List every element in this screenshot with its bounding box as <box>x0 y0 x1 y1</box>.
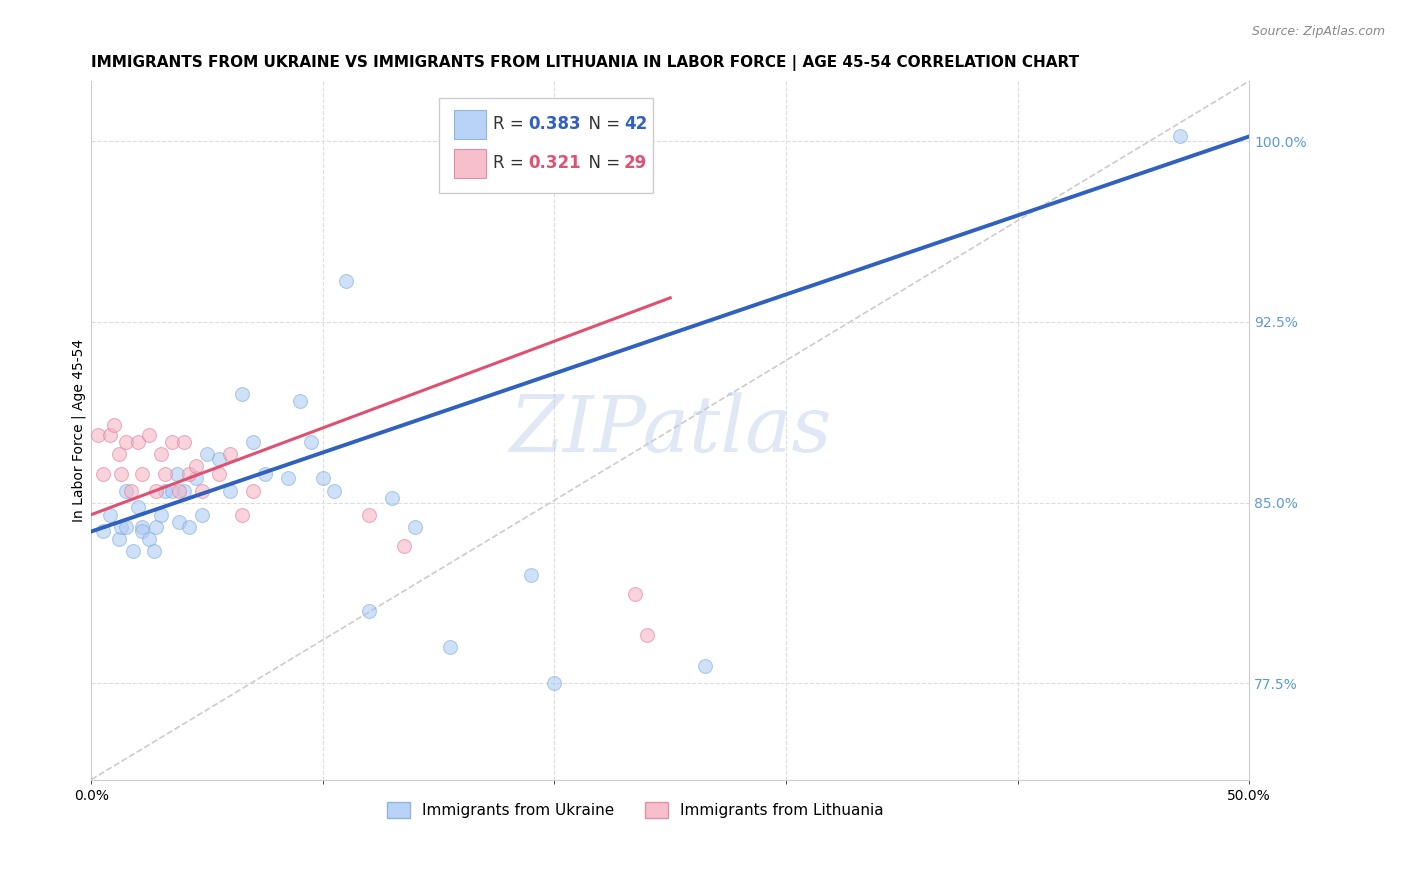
Point <box>242 435 264 450</box>
Point <box>299 435 322 450</box>
Point <box>98 508 121 522</box>
Point <box>335 274 357 288</box>
Text: Source: ZipAtlas.com: Source: ZipAtlas.com <box>1251 25 1385 38</box>
Point <box>91 467 114 481</box>
Text: N =: N = <box>578 154 626 172</box>
Point <box>103 418 125 433</box>
FancyBboxPatch shape <box>454 110 486 139</box>
Point <box>169 483 191 498</box>
Point <box>381 491 404 505</box>
Point <box>1168 129 1191 144</box>
Point <box>208 452 231 467</box>
Point <box>155 483 177 498</box>
Point <box>142 543 165 558</box>
Point <box>127 435 149 450</box>
Point <box>131 519 153 533</box>
Text: ZIPatlas: ZIPatlas <box>509 392 831 468</box>
Text: R =: R = <box>494 115 529 133</box>
Point <box>98 428 121 442</box>
Text: 0.383: 0.383 <box>527 115 581 133</box>
Text: IMMIGRANTS FROM UKRAINE VS IMMIGRANTS FROM LITHUANIA IN LABOR FORCE | AGE 45-54 : IMMIGRANTS FROM UKRAINE VS IMMIGRANTS FR… <box>91 55 1080 71</box>
Point <box>110 467 132 481</box>
Point <box>253 467 276 481</box>
Point <box>149 447 172 461</box>
Point <box>87 428 110 442</box>
Point <box>208 467 231 481</box>
Point <box>359 604 381 618</box>
Point <box>359 508 381 522</box>
Text: R =: R = <box>494 154 529 172</box>
FancyBboxPatch shape <box>439 98 652 193</box>
Point <box>115 435 138 450</box>
Point <box>636 628 658 642</box>
Point <box>288 394 311 409</box>
Point <box>131 524 153 539</box>
Point <box>155 467 177 481</box>
Point <box>115 519 138 533</box>
Y-axis label: In Labor Force | Age 45-54: In Labor Force | Age 45-54 <box>72 339 86 522</box>
Point <box>242 483 264 498</box>
Point <box>323 483 346 498</box>
Point <box>439 640 461 654</box>
Point <box>177 467 200 481</box>
Point <box>145 519 167 533</box>
Point <box>173 483 195 498</box>
Point <box>131 467 153 481</box>
Point <box>312 471 335 485</box>
Point <box>392 539 415 553</box>
Point <box>169 515 191 529</box>
Point <box>184 471 207 485</box>
Point <box>184 459 207 474</box>
Point <box>195 447 218 461</box>
Point <box>231 508 253 522</box>
Point <box>110 519 132 533</box>
Point <box>624 587 647 601</box>
Point <box>138 428 160 442</box>
Point <box>115 483 138 498</box>
Point <box>120 483 142 498</box>
Point <box>405 519 427 533</box>
Point <box>177 519 200 533</box>
Point <box>166 467 188 481</box>
Point <box>127 500 149 515</box>
Point <box>520 567 543 582</box>
Point <box>219 447 242 461</box>
Point <box>91 524 114 539</box>
Point <box>231 387 253 401</box>
Point <box>693 659 716 673</box>
Legend: Immigrants from Ukraine, Immigrants from Lithuania: Immigrants from Ukraine, Immigrants from… <box>381 797 890 824</box>
Point <box>173 435 195 450</box>
Point <box>191 508 214 522</box>
Point <box>149 508 172 522</box>
Point <box>567 129 589 144</box>
Point <box>219 483 242 498</box>
Point <box>162 483 184 498</box>
FancyBboxPatch shape <box>454 149 486 178</box>
Text: 42: 42 <box>624 115 647 133</box>
Point <box>543 676 565 690</box>
Point <box>108 447 131 461</box>
Text: 0.321: 0.321 <box>527 154 581 172</box>
Point <box>138 532 160 546</box>
Point <box>122 543 145 558</box>
Text: 29: 29 <box>624 154 647 172</box>
Point <box>145 483 167 498</box>
Text: N =: N = <box>578 115 626 133</box>
Point <box>191 483 214 498</box>
Point <box>277 471 299 485</box>
Point <box>108 532 131 546</box>
Point <box>162 435 184 450</box>
